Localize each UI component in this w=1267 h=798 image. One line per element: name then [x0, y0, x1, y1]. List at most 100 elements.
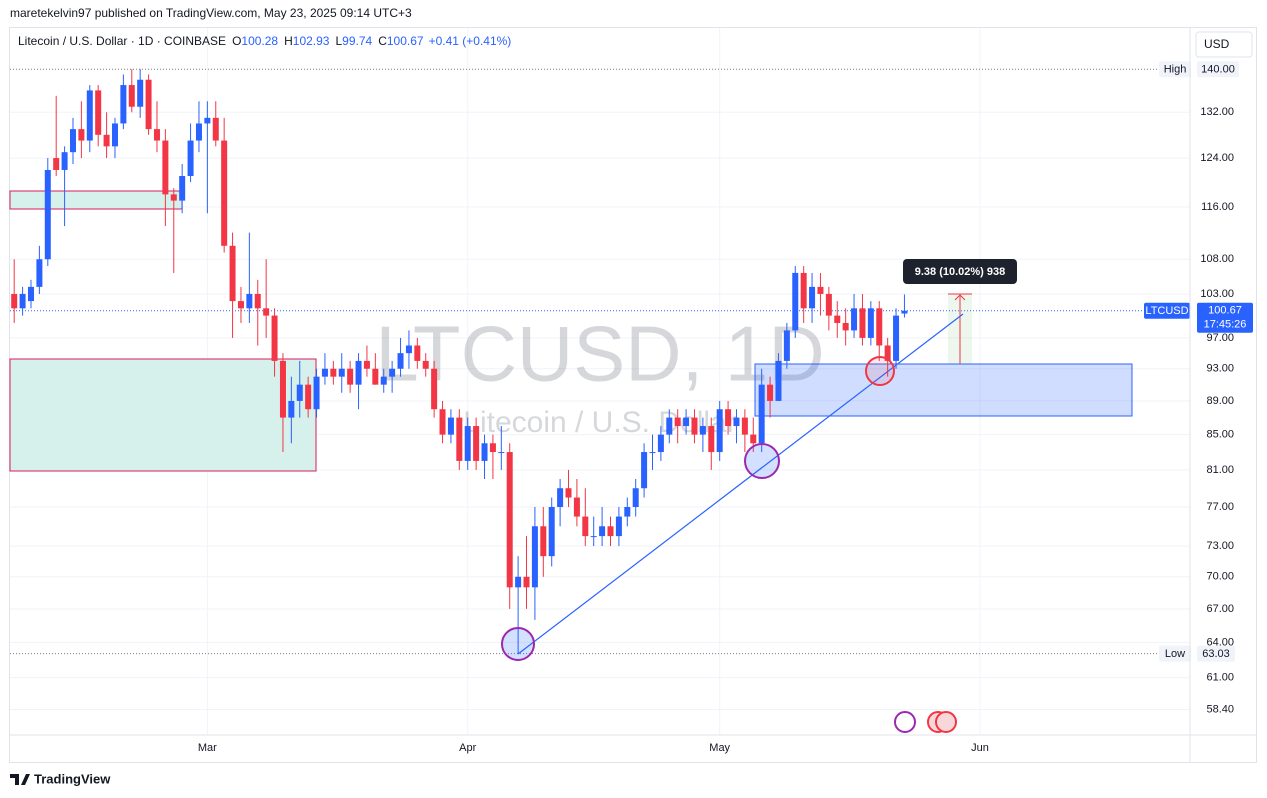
legend-value: 100.28: [241, 34, 278, 48]
candle-body: [237, 301, 244, 309]
y-tick-label: 103.00: [1200, 288, 1234, 300]
candle-body: [195, 123, 202, 141]
circle-marks: [501, 356, 957, 733]
candle-body: [145, 79, 152, 130]
candle-body: [279, 360, 286, 418]
candle-body: [515, 576, 522, 588]
candle-body: [363, 360, 370, 369]
candle-body: [750, 434, 757, 444]
legend-value: 100.67: [387, 34, 424, 48]
circle-mark: [744, 443, 780, 479]
candle-body: [641, 452, 648, 489]
labels: 132.00 124.00 116.00 108.00 103.00 97.00 93.00…: [10, 6, 1253, 786]
candle-body: [170, 194, 177, 201]
candle-body: [11, 293, 18, 309]
candle-body: [506, 452, 513, 588]
candle-body: [36, 259, 43, 287]
candle-body: [321, 368, 328, 377]
candle-body: [540, 526, 547, 557]
legend-value: 102.93: [293, 34, 330, 48]
candle-body: [389, 368, 396, 377]
x-tick-label: Mar: [198, 742, 217, 754]
candle-body: [447, 417, 454, 435]
candle-body: [380, 376, 387, 385]
low-label-bg: [1197, 645, 1235, 662]
candle-body: [439, 409, 446, 435]
candle-body: [296, 384, 303, 401]
brand-logo: [10, 774, 30, 785]
candle-body: [86, 90, 93, 141]
candle-body: [531, 526, 538, 588]
y-tick-label: 132.00: [1200, 106, 1234, 118]
y-tick-label: 97.00: [1206, 332, 1234, 344]
candle-body: [599, 526, 606, 537]
candle-body: [683, 417, 690, 427]
x-tick-label: May: [709, 742, 730, 754]
trend-line: [517, 313, 964, 655]
y-tick-label: 58.40: [1206, 703, 1234, 715]
candle-body: [111, 123, 118, 147]
candle-body: [582, 516, 589, 537]
candle-body: [128, 85, 135, 107]
last-name-bg: [1144, 302, 1190, 319]
legend-change: +0.41 (+0.41%): [429, 34, 512, 48]
candle-body: [565, 488, 572, 498]
candle-body: [473, 426, 480, 461]
candle-body: [179, 176, 186, 201]
candle-body: [271, 315, 278, 361]
y-tick-label: 116.00: [1201, 201, 1234, 213]
candle-body: [624, 507, 631, 517]
y-tick-label: 108.00: [1200, 253, 1234, 265]
candle-body: [674, 417, 681, 427]
publisher: maretekelvin97 published on TradingView.…: [10, 6, 412, 20]
candle-body: [800, 272, 807, 309]
candle-body: [725, 409, 732, 427]
candle-body: [573, 497, 580, 517]
y-tick-label: 67.00: [1206, 603, 1234, 615]
event-icon[interactable]: [894, 711, 916, 733]
y-tick-label: 64.00: [1206, 636, 1234, 648]
candle-body: [783, 330, 790, 361]
legend-key: O: [232, 34, 241, 48]
candle-body: [741, 417, 748, 435]
candle-body: [254, 293, 261, 309]
currency-button-bg[interactable]: [1195, 31, 1253, 58]
measure-arrowhead: [954, 294, 966, 301]
candle-body: [657, 434, 664, 453]
candle-body: [422, 360, 429, 369]
candle-body: [834, 315, 841, 323]
candle-body: [456, 417, 463, 461]
candle-body: [716, 409, 723, 453]
candle-body: [901, 310, 908, 314]
candle-body: [338, 368, 345, 377]
high-label-bg: [1197, 61, 1239, 78]
last-price-bg: [1197, 302, 1253, 333]
candle-body: [347, 368, 354, 385]
candle-body: [666, 417, 673, 435]
circle-mark: [865, 356, 895, 386]
candle-body: [431, 368, 438, 410]
candle-body: [842, 322, 849, 331]
candle-body: [53, 158, 60, 170]
candle-body: [95, 90, 102, 135]
zone-rect: [9, 358, 317, 472]
candle-body: [867, 308, 874, 338]
x-tick-label: Jun: [971, 742, 989, 754]
event-icon[interactable]: [935, 711, 957, 733]
candle-body: [27, 286, 34, 302]
candles: [11, 69, 908, 654]
countdown: 17:45:26: [1204, 319, 1247, 331]
last-name: LTCUSD: [1145, 305, 1188, 317]
low-name-bg: [1159, 645, 1191, 662]
x-tick-label: Apr: [459, 742, 476, 754]
candle-body: [355, 360, 362, 385]
candle-body: [229, 245, 236, 302]
currency-button[interactable]: USD: [1204, 37, 1230, 51]
candle-body: [288, 400, 295, 418]
candle-body: [699, 426, 706, 435]
candle-body: [372, 368, 379, 385]
candle-body: [103, 134, 110, 147]
candle-body: [607, 526, 614, 537]
candle-body: [767, 384, 774, 401]
